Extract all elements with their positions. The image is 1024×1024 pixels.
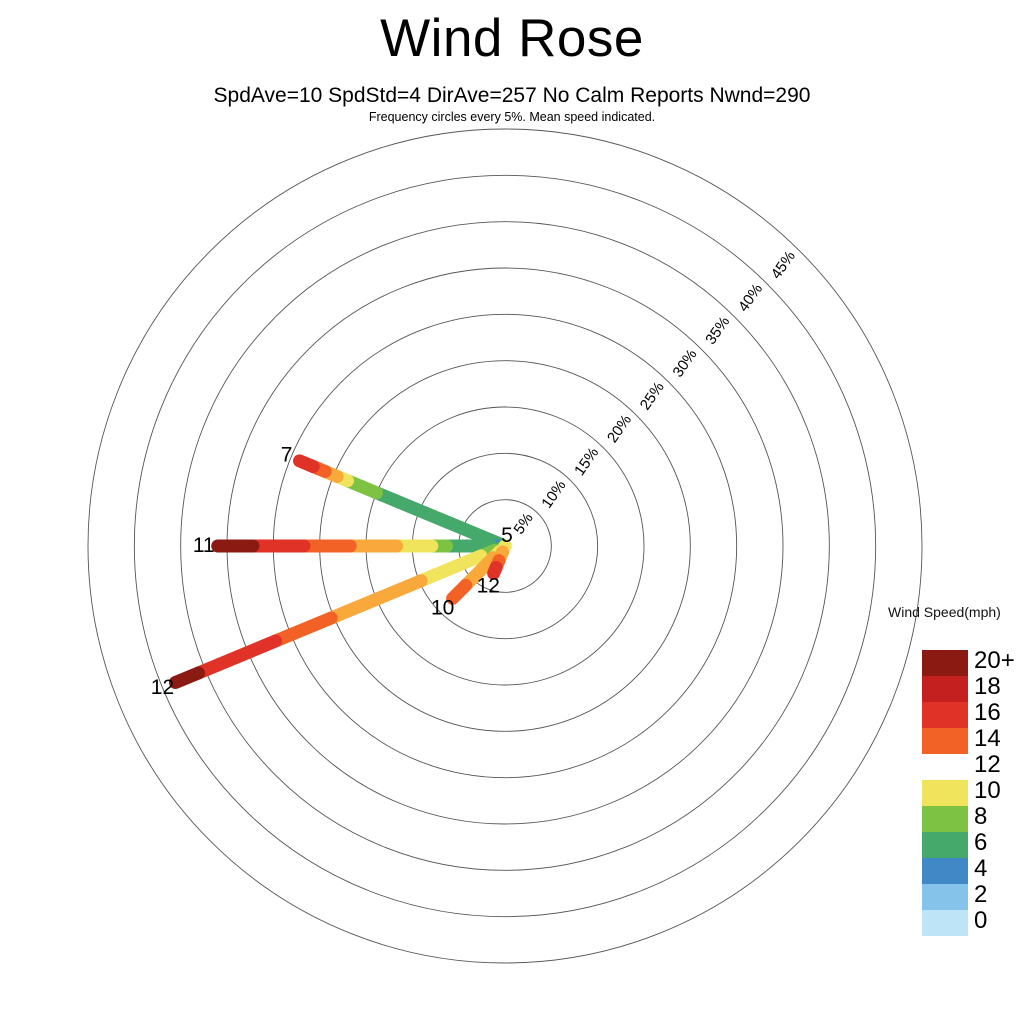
- legend-row: 0: [922, 907, 987, 936]
- legend-row: 20+: [922, 647, 1015, 676]
- legend-label: 12: [974, 751, 1001, 778]
- petal-segment: [446, 578, 473, 605]
- petal-segment: [168, 666, 206, 690]
- legend-label: 4: [974, 855, 988, 882]
- legend-swatch: [922, 780, 968, 806]
- frequency-ring: [133, 174, 877, 918]
- radial-tick-label: 45%: [768, 248, 799, 282]
- legend-row: 18: [922, 673, 1001, 702]
- legend-swatch: [922, 884, 968, 910]
- petal-segment: [192, 634, 283, 680]
- petal-segment: [324, 574, 428, 625]
- legend-label: 8: [974, 803, 988, 830]
- radial-tick-label: 15%: [571, 444, 602, 478]
- petal-mean-speed-label: 10: [431, 596, 454, 619]
- legend-label: 0: [974, 907, 988, 934]
- legend-row: 14: [922, 725, 1001, 754]
- petal-segment: [387, 493, 512, 553]
- legend-swatch: [922, 910, 968, 936]
- legend-swatch: [922, 650, 968, 676]
- page-title: Wind Rose: [380, 9, 644, 68]
- radial-tick-label: 5%: [510, 510, 536, 538]
- legend-swatch: [922, 676, 968, 702]
- petal-segment: [414, 549, 488, 588]
- legend-row: 4: [922, 855, 987, 884]
- legend-label: 20+: [974, 647, 1015, 674]
- legend-row: 8: [922, 803, 987, 832]
- legend-row: 2: [922, 881, 987, 910]
- petal-segment: [487, 560, 503, 580]
- stats-line: SpdAve=10 SpdStd=4 DirAve=257 No Calm Re…: [213, 84, 811, 107]
- note-line: Frequency circles every 5%. Mean speed i…: [368, 110, 656, 124]
- petal-mean-speed-label: 7: [281, 444, 293, 467]
- legend-label: 10: [974, 777, 1001, 804]
- frequency-ring: [87, 128, 923, 964]
- legend-label: 2: [974, 881, 988, 908]
- radial-tick-label: 40%: [735, 281, 766, 315]
- center-mean-speed-label: 5: [501, 524, 513, 547]
- legend-row: 6: [922, 829, 987, 858]
- legend-swatch: [922, 754, 968, 780]
- petal-mean-speed-label: 12: [151, 676, 174, 699]
- radial-tick-label: 25%: [637, 379, 668, 413]
- frequency-rings: [87, 128, 923, 964]
- legend-swatch: [922, 806, 968, 832]
- radial-tick-label: 10%: [538, 477, 569, 511]
- legend-swatch: [922, 858, 968, 884]
- legend-row: 16: [922, 699, 1001, 728]
- petal-mean-speed-label: 11: [193, 534, 215, 557]
- legend-title: Wind Speed(mph): [888, 604, 1001, 620]
- petal-segment: [269, 611, 338, 648]
- frequency-ring: [180, 221, 830, 871]
- radial-tick-labels: 5%10%15%20%25%30%35%40%45%: [510, 248, 798, 538]
- legend-label: 16: [974, 699, 1001, 726]
- legend-swatch: [922, 728, 968, 754]
- mean-speed-labels: 7 11 12 10 12 5: [151, 444, 513, 699]
- petal-mean-speed-label: 12: [477, 574, 500, 597]
- radial-tick-label: 35%: [702, 313, 733, 347]
- radial-tick-label: 30%: [669, 346, 700, 380]
- radial-tick-label: 20%: [604, 412, 635, 446]
- legend-label: 6: [974, 829, 988, 856]
- legend-row: 10: [922, 777, 1001, 806]
- wind-petals: [168, 454, 512, 690]
- legend-swatch: [922, 702, 968, 728]
- legend-label: 18: [974, 673, 1001, 700]
- legend-row: 12: [922, 751, 1001, 780]
- legend-swatch: [922, 832, 968, 858]
- legend-label: 14: [974, 725, 1001, 752]
- petal-segment: [293, 454, 320, 474]
- legend: 20+ 18 16 14 12 10 8 6 4 2 0: [922, 647, 1015, 936]
